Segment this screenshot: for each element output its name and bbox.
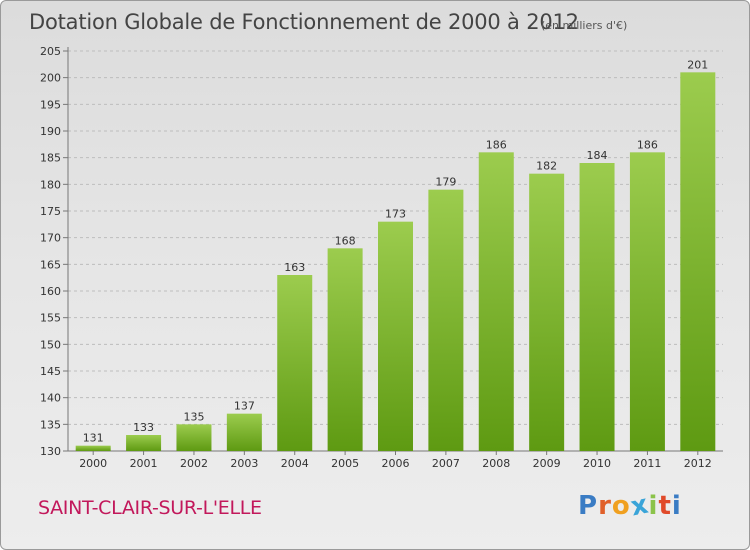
y-tick-label: 185 xyxy=(40,152,61,165)
logo-letter: P xyxy=(578,491,599,521)
data-label: 168 xyxy=(335,234,356,247)
bar xyxy=(327,248,363,451)
x-tick-label: 2012 xyxy=(684,457,712,470)
y-tick-label: 145 xyxy=(40,365,61,378)
y-tick-label: 200 xyxy=(40,72,61,85)
x-tick-label: 2000 xyxy=(79,457,107,470)
logo-letter: r xyxy=(598,491,612,521)
y-tick-label: 195 xyxy=(40,98,61,111)
bar xyxy=(579,163,615,451)
bar xyxy=(680,72,716,451)
bar xyxy=(126,435,162,451)
bar xyxy=(75,445,111,451)
logo-letter: i xyxy=(671,491,682,521)
bar xyxy=(176,424,212,451)
y-tick-label: 130 xyxy=(40,445,61,458)
x-tick-label: 2010 xyxy=(583,457,611,470)
data-label: 201 xyxy=(687,58,708,71)
y-tick-label: 135 xyxy=(40,418,61,431)
bar xyxy=(629,152,665,452)
logo-letter: i xyxy=(648,491,659,521)
bar xyxy=(428,189,464,451)
y-tick-label: 150 xyxy=(40,338,61,351)
data-label: 179 xyxy=(435,176,456,189)
chart-unit: (en milliers d'€) xyxy=(541,19,628,32)
data-label: 173 xyxy=(385,208,406,221)
data-label: 182 xyxy=(536,160,557,173)
x-tick-label: 2011 xyxy=(633,457,661,470)
bar xyxy=(378,221,413,451)
x-tick-label: 2007 xyxy=(432,457,460,470)
y-tick-label: 160 xyxy=(40,285,61,298)
x-tick-label: 2004 xyxy=(281,457,309,470)
x-tick-label: 2006 xyxy=(382,457,410,470)
x-tick-label: 2002 xyxy=(180,457,208,470)
data-label: 163 xyxy=(284,261,305,274)
x-tick-label: 2008 xyxy=(482,457,510,470)
y-tick-label: 170 xyxy=(40,232,61,245)
y-tick-label: 155 xyxy=(40,312,61,325)
data-label: 137 xyxy=(234,400,255,413)
y-tick-label: 190 xyxy=(40,125,61,138)
city-name: SAINT-CLAIR-SUR-L'ELLE xyxy=(38,497,262,519)
y-tick-label: 175 xyxy=(40,205,61,218)
logo-letter: t xyxy=(658,491,672,521)
bar xyxy=(226,413,262,451)
y-tick-label: 205 xyxy=(40,45,61,58)
bar xyxy=(529,173,565,451)
data-label: 135 xyxy=(183,410,204,423)
proxiti-logo: Proxiti xyxy=(578,489,682,522)
data-label: 186 xyxy=(637,138,658,151)
x-tick-label: 2001 xyxy=(130,457,158,470)
y-tick-label: 140 xyxy=(40,392,61,405)
bar xyxy=(478,152,514,452)
chart-title: Dotation Globale de Fonctionnement de 20… xyxy=(29,10,579,34)
data-label: 133 xyxy=(133,421,154,434)
data-label: 186 xyxy=(486,138,507,151)
logo-letter: o xyxy=(611,491,631,521)
y-tick-label: 180 xyxy=(40,178,61,191)
bar xyxy=(277,275,313,451)
x-tick-label: 2005 xyxy=(331,457,359,470)
data-label: 184 xyxy=(587,149,608,162)
data-label: 131 xyxy=(83,432,104,445)
x-tick-label: 2003 xyxy=(230,457,258,470)
y-tick-label: 165 xyxy=(40,258,61,271)
x-tick-label: 2009 xyxy=(533,457,561,470)
